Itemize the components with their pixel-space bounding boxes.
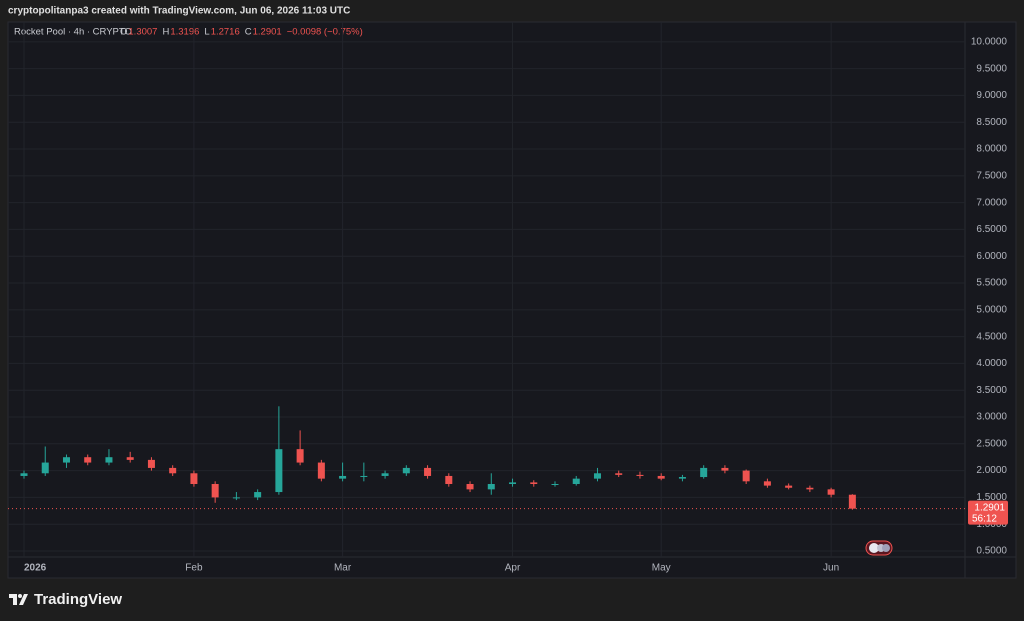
price-label: 1.2901 bbox=[974, 502, 1005, 513]
y-tick-label: 8.5000 bbox=[976, 117, 1007, 128]
candle-body bbox=[636, 474, 644, 476]
y-tick-label: 6.0000 bbox=[976, 251, 1007, 262]
y-tick-label: 10.0000 bbox=[971, 36, 1008, 47]
y-tick-label: 7.0000 bbox=[976, 197, 1007, 208]
candle-body bbox=[190, 473, 198, 485]
candle-body bbox=[509, 482, 517, 485]
candle-body bbox=[296, 449, 304, 463]
legend-value: 1.3196 bbox=[170, 27, 199, 38]
plot: 0.50001.00001.50002.00002.50003.00003.50… bbox=[8, 22, 1008, 574]
y-tick-label: 3.5000 bbox=[976, 385, 1007, 396]
y-tick-label: 1.5000 bbox=[976, 492, 1007, 503]
candle-body bbox=[763, 481, 771, 486]
countdown: 56:12 bbox=[972, 513, 997, 524]
candle-body bbox=[445, 475, 453, 485]
candle-body bbox=[678, 477, 686, 479]
candle-body bbox=[424, 467, 432, 476]
candle-body bbox=[466, 484, 474, 490]
candle-body bbox=[211, 484, 219, 498]
candle-body bbox=[551, 484, 559, 486]
x-tick-label: Apr bbox=[505, 563, 521, 574]
candle-body bbox=[572, 478, 580, 485]
y-tick-label: 6.5000 bbox=[976, 224, 1007, 235]
candle-body bbox=[360, 475, 368, 477]
y-tick-label: 4.0000 bbox=[976, 358, 1007, 369]
candle-body bbox=[785, 485, 793, 488]
candle-body bbox=[232, 497, 240, 499]
candle-body bbox=[615, 473, 623, 475]
candle-body bbox=[84, 457, 92, 463]
y-tick-label: 2.5000 bbox=[976, 438, 1007, 449]
y-tick-label: 9.5000 bbox=[976, 63, 1007, 74]
candle-body bbox=[62, 457, 70, 463]
chart-panel bbox=[7, 21, 1017, 579]
candle-body bbox=[742, 470, 750, 482]
price-label-box bbox=[968, 500, 1008, 525]
y-tick-label: 2.0000 bbox=[976, 465, 1007, 476]
candle-body bbox=[827, 489, 835, 495]
legend-change: −0.0098 (−0.75%) bbox=[287, 27, 363, 38]
legend-key: L bbox=[204, 27, 209, 38]
x-tick-label: May bbox=[652, 563, 671, 574]
y-tick-label: 0.5000 bbox=[976, 546, 1007, 557]
candle-body bbox=[593, 473, 601, 479]
candle-body bbox=[169, 467, 177, 474]
logo: TradingView bbox=[9, 591, 122, 608]
x-tick-label: Feb bbox=[185, 563, 203, 574]
candle-body bbox=[487, 484, 495, 490]
y-tick-label: 9.0000 bbox=[976, 90, 1007, 101]
candle-body bbox=[254, 492, 262, 498]
candle-body bbox=[126, 457, 134, 460]
legend-value: 1.2901 bbox=[253, 27, 282, 38]
y-tick-label: 5.0000 bbox=[976, 304, 1007, 315]
legend-key: O bbox=[120, 27, 127, 38]
candle-body bbox=[317, 462, 325, 479]
legend-value: 1.2716 bbox=[211, 27, 240, 38]
x-tick-label: 2026 bbox=[24, 563, 47, 574]
candle-body bbox=[700, 467, 708, 478]
legend-key: C bbox=[245, 27, 252, 38]
flag-icon bbox=[865, 540, 893, 556]
x-tick-label: Jun bbox=[823, 563, 839, 574]
ohlc-legend: O 1.3007 H 1.3196 L 1.2716 C 1.2901 −0.0098 (−0.… bbox=[120, 27, 363, 38]
candle-body bbox=[41, 462, 49, 474]
y-tick-label: 8.0000 bbox=[976, 144, 1007, 155]
credit: cryptopolitanpa3 created with TradingVie… bbox=[8, 6, 350, 17]
candle-body bbox=[381, 473, 389, 476]
candle-body bbox=[721, 467, 729, 471]
candle-body bbox=[105, 457, 113, 463]
y-tick-label: 4.5000 bbox=[976, 331, 1007, 342]
symbol-title: Rocket Pool · 4h · CRYPTO bbox=[14, 27, 132, 38]
candle-body bbox=[339, 475, 347, 479]
y-tick-label: 5.5000 bbox=[976, 278, 1007, 289]
candle-body bbox=[402, 467, 410, 474]
candle-body bbox=[806, 487, 814, 490]
candle-body bbox=[657, 475, 665, 479]
candle-body bbox=[848, 494, 856, 509]
y-tick-label: 7.5000 bbox=[976, 170, 1007, 181]
legend-value: 1.3007 bbox=[128, 27, 157, 38]
logo-text: TradingView bbox=[34, 591, 122, 608]
candle-body bbox=[530, 482, 538, 485]
x-tick-label: Mar bbox=[334, 563, 352, 574]
y-tick-label: 3.0000 bbox=[976, 412, 1007, 423]
candle-body bbox=[20, 473, 28, 476]
candle-body bbox=[275, 449, 283, 493]
legend-key: H bbox=[162, 27, 169, 38]
candle-body bbox=[147, 459, 155, 468]
